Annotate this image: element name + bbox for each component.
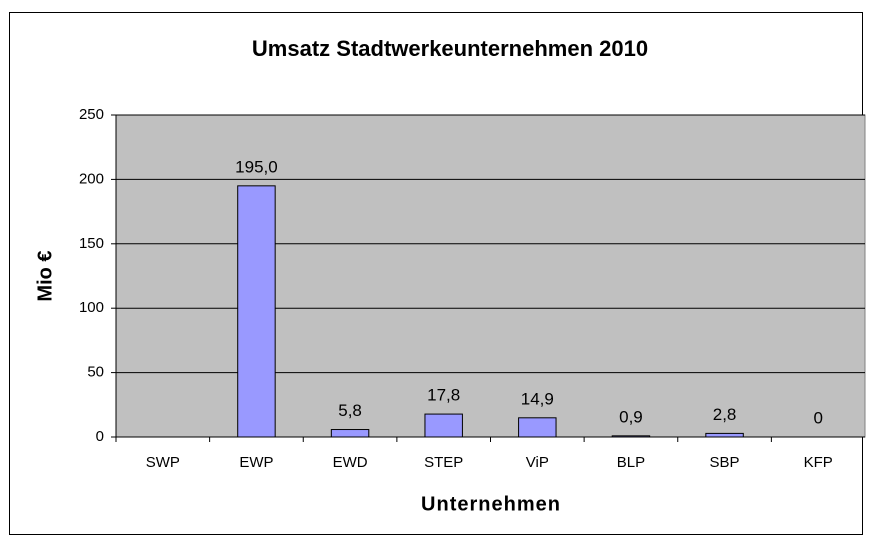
chart-title: Umsatz Stadtwerkeunternehmen 2010 <box>252 36 648 61</box>
y-tick-label: 150 <box>79 235 104 252</box>
y-tick-label: 200 <box>79 170 104 187</box>
x-axis-label: Unternehmen <box>421 493 561 515</box>
plot-area <box>115 114 866 438</box>
value-label: 195,0 <box>235 157 278 176</box>
y-tick-label: 100 <box>79 299 104 316</box>
bar <box>518 417 557 438</box>
bar <box>705 432 744 438</box>
x-tick-label: EWD <box>333 454 368 471</box>
value-label: 14,9 <box>521 389 554 408</box>
value-label: 2,8 <box>713 405 737 424</box>
bar <box>424 413 463 438</box>
x-tick-label: BLP <box>617 454 645 471</box>
x-tick-label: STEP <box>424 454 463 471</box>
x-tick-label: SBP <box>710 454 740 471</box>
y-tick-label: 250 <box>79 106 104 123</box>
value-label: 5,8 <box>338 401 362 420</box>
y-tick-label: 0 <box>96 428 104 445</box>
x-tick-label: EWP <box>239 454 273 471</box>
value-label: 0 <box>813 408 822 427</box>
y-tick-label: 50 <box>87 364 104 381</box>
x-tick-label: ViP <box>526 454 549 471</box>
bar <box>237 185 276 438</box>
x-tick-label: SWP <box>146 454 180 471</box>
value-label: 0,9 <box>619 407 643 426</box>
y-axis-label: Mio € <box>34 250 56 301</box>
bar <box>330 429 370 438</box>
x-tick-label: KFP <box>804 454 833 471</box>
value-label: 17,8 <box>427 386 460 405</box>
